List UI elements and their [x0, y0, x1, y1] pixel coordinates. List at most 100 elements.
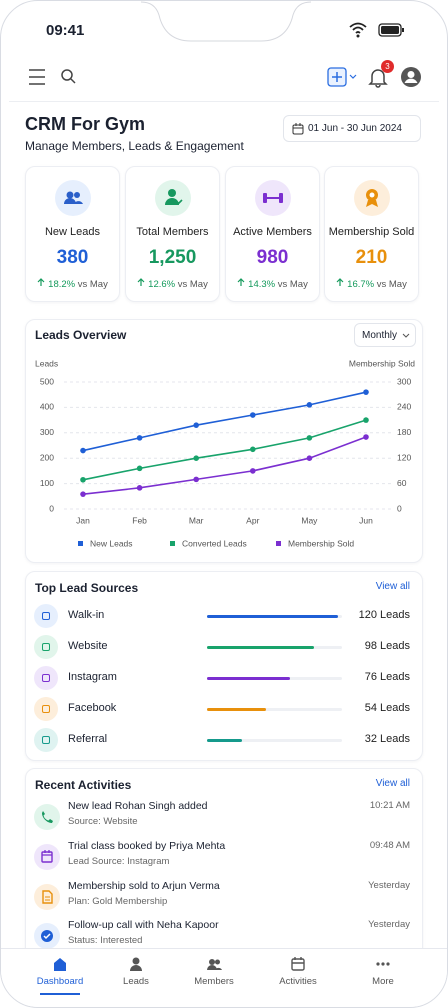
date-range-picker[interactable]: 01 Jun - 30 Jun 2024	[283, 115, 421, 142]
chevron	[402, 333, 410, 338]
bar	[207, 677, 290, 680]
source-icon-dot	[42, 736, 50, 744]
notch	[141, 1, 311, 42]
activity-title: Trial class booked by Priya Mehta	[68, 840, 226, 852]
stat-change-row: 16.7% vs May	[325, 278, 418, 290]
check-icon	[34, 923, 60, 949]
activity[interactable]: Trial class booked by Priya Mehta Lead So…	[26, 840, 422, 880]
status-icons	[349, 22, 404, 38]
stat-card[interactable]: Membership Sold 210 16.7% vs May	[324, 166, 419, 302]
bar	[207, 739, 242, 742]
source-value: 32 Leads	[364, 733, 410, 745]
source-value: 76 Leads	[364, 671, 410, 683]
activity[interactable]: Follow-up call with Neha Kapoor Status: I…	[26, 919, 422, 959]
stat-card[interactable]: Total Members 1,250 12.6% vs May	[125, 166, 220, 302]
bar	[207, 615, 338, 618]
chart-card: Leads Overview Monthly Leads Membership …	[25, 319, 423, 563]
legend-label: Converted Leads	[182, 538, 247, 548]
source-icon	[34, 635, 58, 659]
x-tick-label: May	[301, 515, 318, 525]
nav-item[interactable]: Activities	[263, 956, 333, 987]
data-point	[136, 465, 143, 472]
stat-note: vs May	[77, 279, 108, 290]
stat-value: 1,250	[148, 247, 197, 268]
calendar-icon	[291, 957, 305, 971]
source-row[interactable]: Instagram 76 Leads	[26, 663, 422, 693]
source-name: Referral	[68, 733, 108, 745]
notification-badge: 3	[381, 60, 394, 73]
data-point	[306, 435, 313, 441]
source-icon	[34, 728, 58, 752]
source-row[interactable]: Facebook 54 Leads	[26, 694, 422, 724]
series-line	[82, 419, 367, 481]
nav-item[interactable]: Leads	[101, 956, 171, 987]
lead-sources-card: Top Lead Sources View all Walk-in 120 Lea…	[25, 571, 423, 761]
y-tick-label: 400	[40, 402, 54, 412]
bell-icon[interactable]	[368, 65, 390, 89]
source-icon	[34, 697, 58, 721]
section-title: Recent Activities	[35, 778, 132, 792]
x-tick-label: Apr	[246, 515, 259, 525]
source-icon-dot	[42, 674, 50, 682]
up-arrow	[37, 278, 45, 286]
stat-change: 16.7%	[347, 279, 375, 290]
stat-card[interactable]: New Leads 380 18.2% vs May	[25, 166, 120, 302]
view-all[interactable]: View all	[375, 581, 410, 592]
source-row[interactable]: Referral 32 Leads	[26, 725, 422, 755]
stat-label: Total Members	[136, 226, 209, 238]
nav-label: Dashboard	[36, 976, 84, 987]
data-point	[193, 455, 199, 461]
stat-change-row: 12.6% vs May	[126, 278, 219, 290]
legend-label: New Leads	[90, 538, 133, 548]
source-name: Website	[68, 640, 108, 652]
menu-search[interactable]	[27, 67, 81, 87]
legend-swatch	[78, 541, 83, 546]
source-row[interactable]: Website 98 Leads	[26, 632, 422, 662]
stat-label: Active Members	[233, 226, 312, 238]
bar-track	[207, 646, 342, 649]
data-point	[193, 422, 199, 428]
calendar-icon	[292, 123, 304, 135]
activity[interactable]: New lead Rohan Singh added Source: Websit…	[26, 800, 422, 840]
source-value: 54 Leads	[364, 702, 410, 714]
data-point	[250, 412, 256, 418]
divider	[9, 101, 439, 102]
activity-time: 10:21 AM	[369, 800, 410, 811]
x-tick-label: Mar	[189, 515, 204, 525]
activity-title: New lead Rohan Singh added	[68, 800, 208, 812]
legend-label: Membership Sold	[288, 538, 354, 548]
stat-card[interactable]: Active Members 980 14.3% vs May	[225, 166, 320, 302]
bar-track	[207, 739, 342, 742]
source-name: Instagram	[68, 671, 117, 683]
home-icon	[54, 958, 66, 971]
up-arrow	[237, 278, 245, 286]
activity[interactable]: Membership sold to Arjun Verma Plan: Gold…	[26, 880, 422, 920]
nav-label: Leads	[123, 976, 149, 987]
nav-item[interactable]: Members	[179, 956, 249, 987]
stat-label: Membership Sold	[328, 226, 415, 238]
leads-icon	[55, 180, 91, 216]
data-point	[363, 434, 369, 440]
nav-label: Members	[194, 976, 234, 987]
activity-detail: Status: Interested	[68, 935, 143, 946]
calendar-icon	[34, 844, 60, 870]
activity-detail: Lead Source: Instagram	[68, 856, 170, 867]
series-line	[82, 391, 367, 452]
nav-item[interactable]: More	[348, 956, 418, 987]
stat-value: 980	[256, 247, 289, 268]
nav-item[interactable]: Dashboard	[25, 956, 95, 995]
bar	[207, 708, 266, 711]
activity-time: Yesterday	[368, 919, 410, 930]
data-point	[80, 447, 86, 454]
add-button[interactable]	[327, 65, 359, 89]
y2-tick-label: 120	[397, 452, 411, 462]
source-row[interactable]: Walk-in 120 Leads	[26, 601, 422, 631]
stat-change-row: 14.3% vs May	[226, 278, 319, 290]
source-icon	[34, 604, 58, 628]
period-select[interactable]: Monthly	[354, 323, 416, 347]
view-all[interactable]: View all	[375, 778, 410, 789]
y-tick-label: 100	[40, 478, 54, 488]
data-point	[363, 389, 369, 395]
avatar[interactable]	[400, 66, 422, 88]
